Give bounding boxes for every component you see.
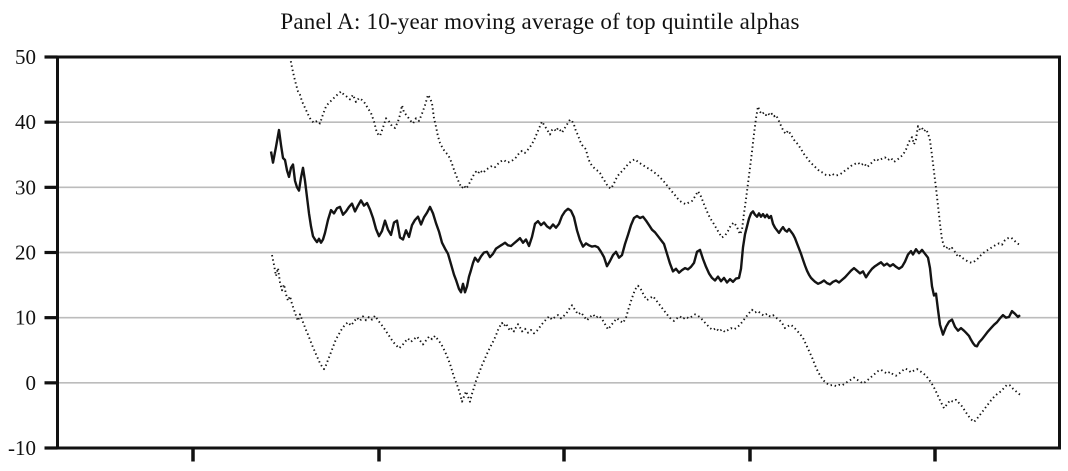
y-tick-label: 30 (15, 175, 36, 199)
y-tick-label: 0 (26, 371, 37, 395)
y-tick-label: -10 (8, 436, 36, 460)
chart-title: Panel A: 10-year moving average of top q… (280, 9, 800, 34)
series-dotted-lower (271, 254, 1022, 423)
y-tick-label: 20 (15, 241, 36, 265)
series-dotted-upper (289, 56, 1021, 264)
y-tick-label: 10 (15, 306, 36, 330)
y-tick-label: 40 (15, 110, 36, 134)
series-solid (269, 128, 1021, 348)
y-tick-label: 50 (15, 45, 36, 69)
